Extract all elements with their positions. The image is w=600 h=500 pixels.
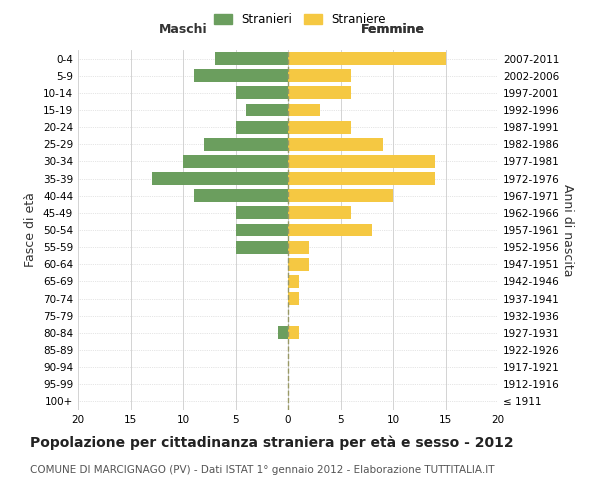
Y-axis label: Fasce di età: Fasce di età: [25, 192, 37, 268]
Bar: [151, 172, 288, 185]
Y-axis label: Anni di nascita: Anni di nascita: [560, 184, 574, 276]
Bar: [288, 190, 393, 202]
Bar: [235, 206, 288, 220]
Bar: [288, 120, 351, 134]
Text: Femmine: Femmine: [361, 22, 425, 36]
Bar: [288, 240, 309, 254]
Bar: [277, 326, 288, 340]
Bar: [215, 52, 288, 65]
Bar: [235, 240, 288, 254]
Bar: [288, 224, 372, 236]
Bar: [288, 275, 299, 288]
Bar: [183, 155, 288, 168]
Bar: [288, 292, 299, 305]
Bar: [288, 155, 435, 168]
Text: Popolazione per cittadinanza straniera per età e sesso - 2012: Popolazione per cittadinanza straniera p…: [30, 435, 514, 450]
Bar: [288, 206, 351, 220]
Bar: [193, 70, 288, 82]
Bar: [288, 70, 351, 82]
Bar: [288, 52, 445, 65]
Text: COMUNE DI MARCIGNAGO (PV) - Dati ISTAT 1° gennaio 2012 - Elaborazione TUTTITALIA: COMUNE DI MARCIGNAGO (PV) - Dati ISTAT 1…: [30, 465, 494, 475]
Bar: [288, 326, 299, 340]
Bar: [288, 86, 351, 100]
Bar: [235, 224, 288, 236]
Bar: [288, 172, 435, 185]
Bar: [288, 138, 383, 150]
Legend: Stranieri, Straniere: Stranieri, Straniere: [209, 8, 391, 31]
Bar: [246, 104, 288, 117]
Text: Maschi: Maschi: [158, 22, 208, 36]
Bar: [288, 104, 320, 117]
Text: Femmine: Femmine: [361, 22, 425, 36]
Bar: [193, 190, 288, 202]
Bar: [288, 258, 309, 270]
Bar: [204, 138, 288, 150]
Bar: [235, 86, 288, 100]
Bar: [235, 120, 288, 134]
